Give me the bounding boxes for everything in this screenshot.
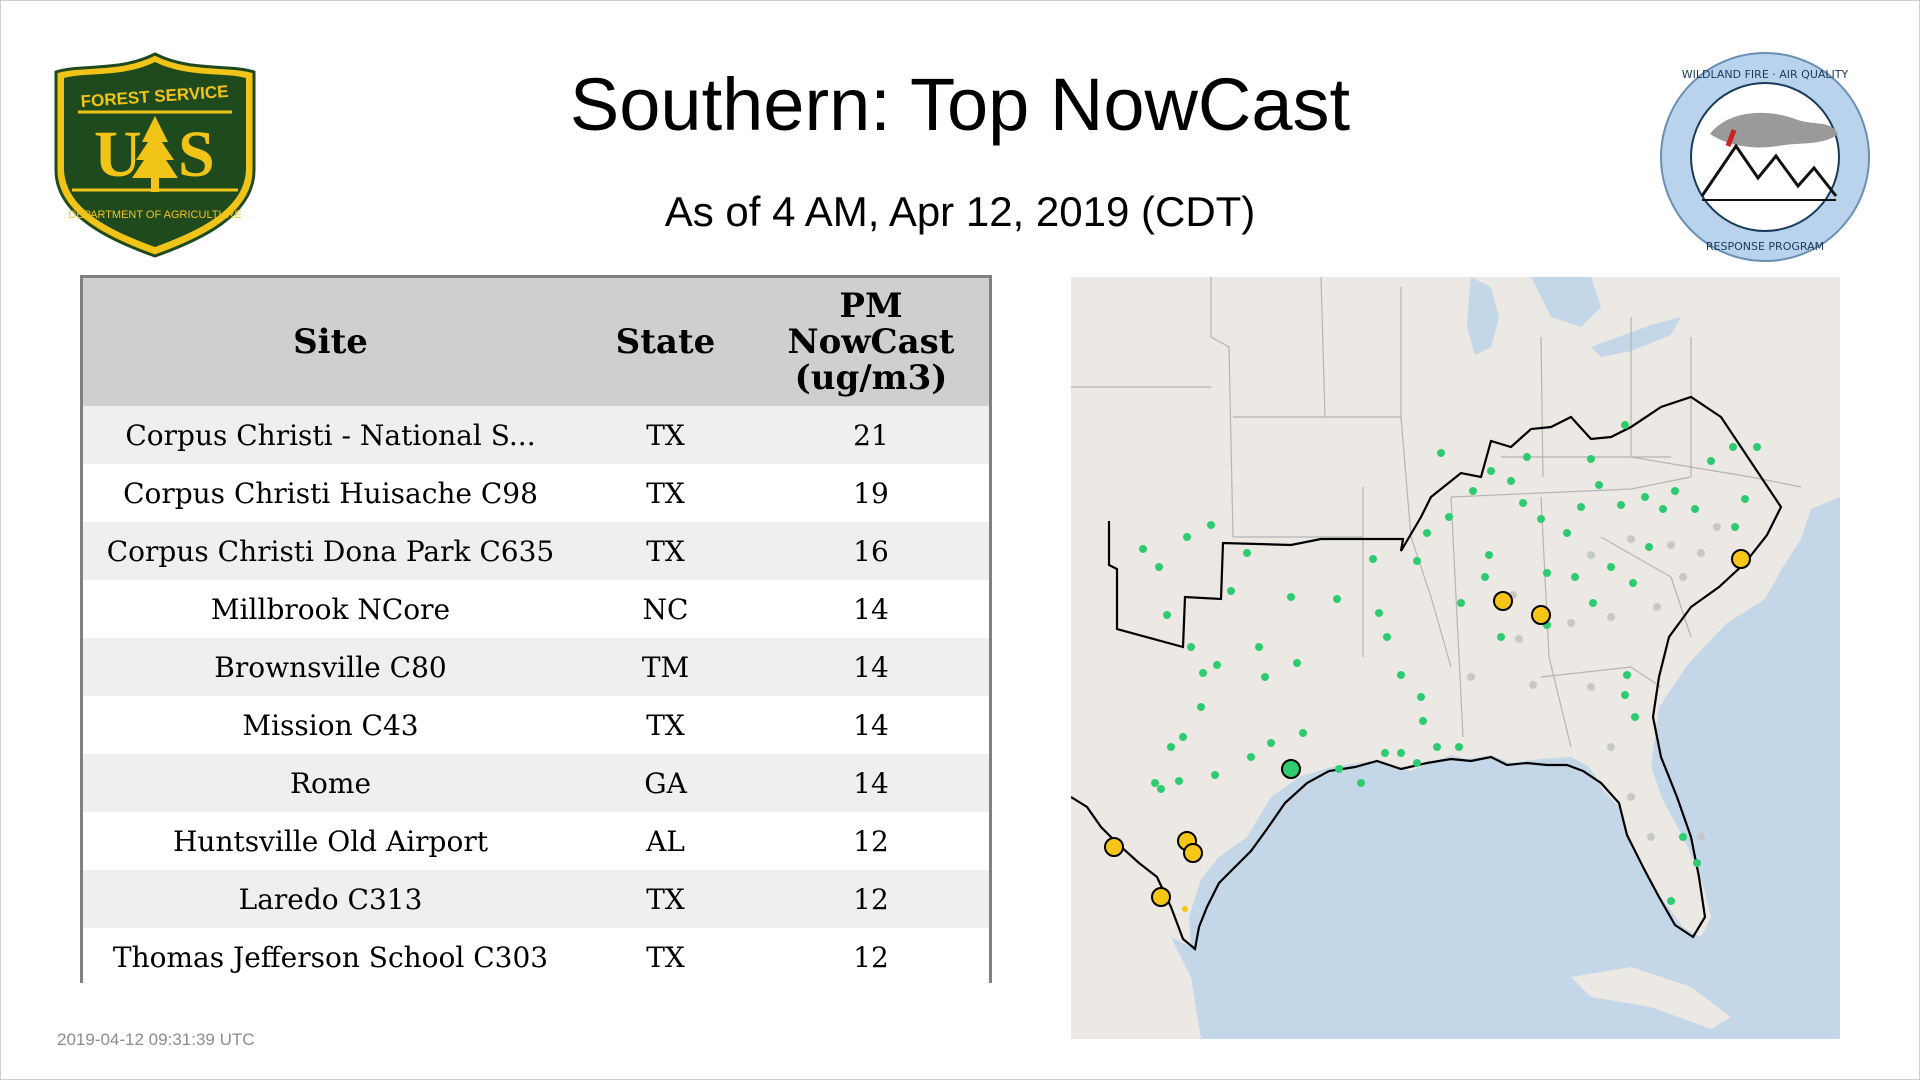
state-cell: AL xyxy=(646,824,685,858)
state-cell: TX xyxy=(646,708,685,742)
map-monitor-marker-highlight xyxy=(1281,759,1301,779)
nowcast-cell: 12 xyxy=(853,882,889,916)
column-header-state: State xyxy=(615,322,716,362)
svg-text:WILDLAND FIRE · AIR QUALITY: WILDLAND FIRE · AIR QUALITY xyxy=(1682,68,1849,81)
page-subtitle: As of 4 AM, Apr 12, 2019 (CDT) xyxy=(664,188,1256,235)
map-region-outline xyxy=(1071,395,1783,952)
table-row: Corpus Christi Huisache C98 TX 19 xyxy=(83,464,989,522)
table-header-row: Site State PM NowCast (ug/m3) xyxy=(83,278,989,406)
site-cell: Laredo C313 xyxy=(238,882,423,916)
generated-timestamp: 2019-04-12 09:31:39 UTC xyxy=(57,1030,255,1049)
wildland-fire-air-quality-logo: WILDLAND FIRE · AIR QUALITY RESPONSE PRO… xyxy=(1660,52,1870,262)
nowcast-table-grid: Site State PM NowCast (ug/m3) Corpus Chr… xyxy=(83,278,989,986)
table-row: Mission C43 TX 14 xyxy=(83,696,989,754)
table-row: Corpus Christi Dona Park C635 TX 16 xyxy=(83,522,989,580)
site-cell: Corpus Christi - National S... xyxy=(125,418,536,452)
forest-service-logo: FOREST SERVICE U S DEPARTMENT OF AGRICUL… xyxy=(54,52,256,258)
map-monitor-markers-good xyxy=(1139,421,1761,905)
site-cell: Rome xyxy=(289,766,372,800)
map-florida xyxy=(1591,761,1711,937)
table-row: Huntsville Old Airport AL 12 xyxy=(83,812,989,870)
southern-region-map xyxy=(1071,277,1840,1039)
nowcast-cell: 14 xyxy=(853,592,889,626)
table-row: Brownsville C80 TM 14 xyxy=(83,638,989,696)
nowcast-table: Site State PM NowCast (ug/m3) Corpus Chr… xyxy=(80,275,992,986)
map-lake-michigan xyxy=(1467,277,1499,355)
nowcast-cell: 14 xyxy=(853,650,889,684)
site-cell: Mission C43 xyxy=(242,708,419,742)
state-cell: TX xyxy=(646,476,685,510)
state-cell: GA xyxy=(644,766,687,800)
site-cell: Thomas Jefferson School C303 xyxy=(112,940,549,974)
nowcast-cell: 19 xyxy=(853,476,889,510)
table-row: Rome GA 14 xyxy=(83,754,989,812)
state-cell: TX xyxy=(646,418,685,452)
svg-text:S: S xyxy=(178,118,215,191)
site-cell: Huntsville Old Airport xyxy=(173,824,488,858)
nowcast-cell: 14 xyxy=(853,766,889,800)
map-monitor-markers-moderate xyxy=(1104,549,1751,907)
svg-text:DEPARTMENT OF AGRICULTURE: DEPARTMENT OF AGRICULTURE xyxy=(68,209,241,221)
table-row: Millbrook NCore NC 14 xyxy=(83,580,989,638)
table-row: Corpus Christi - National S... TX 21 xyxy=(83,406,989,464)
site-cell: Corpus Christi Dona Park C635 xyxy=(106,534,555,568)
map-lake-huron xyxy=(1531,277,1601,327)
map-land xyxy=(1071,277,1840,947)
site-cell: Corpus Christi Huisache C98 xyxy=(123,476,538,510)
page-title: Southern: Top NowCast xyxy=(569,63,1351,146)
table-row: Thomas Jefferson School C303 TX 12 xyxy=(83,928,989,986)
map-monitor-markers-nodata xyxy=(1467,523,1721,841)
state-cell: TX xyxy=(646,940,685,974)
nowcast-cell: 12 xyxy=(853,940,889,974)
map-mexico xyxy=(1071,797,1201,1039)
nowcast-cell: 21 xyxy=(853,418,889,452)
site-cell: Millbrook NCore xyxy=(210,592,451,626)
map-monitor-marker-small xyxy=(1182,906,1188,912)
state-cell: TX xyxy=(646,534,685,568)
site-cell: Brownsville C80 xyxy=(214,650,447,684)
nowcast-cell: 14 xyxy=(853,708,889,742)
svg-text:RESPONSE PROGRAM: RESPONSE PROGRAM xyxy=(1706,240,1824,253)
state-cell: TX xyxy=(646,882,685,916)
table-row: Laredo C313 TX 12 xyxy=(83,870,989,928)
column-header-nowcast: PM NowCast (ug/m3) xyxy=(787,286,955,398)
nowcast-cell: 16 xyxy=(853,534,889,568)
map-cuba xyxy=(1571,967,1731,1029)
state-cell: NC xyxy=(642,592,689,626)
svg-text:U: U xyxy=(94,118,142,191)
column-header-site: Site xyxy=(293,322,368,362)
map-lake-erie xyxy=(1591,317,1681,357)
state-cell: TM xyxy=(641,650,690,684)
nowcast-cell: 12 xyxy=(853,824,889,858)
